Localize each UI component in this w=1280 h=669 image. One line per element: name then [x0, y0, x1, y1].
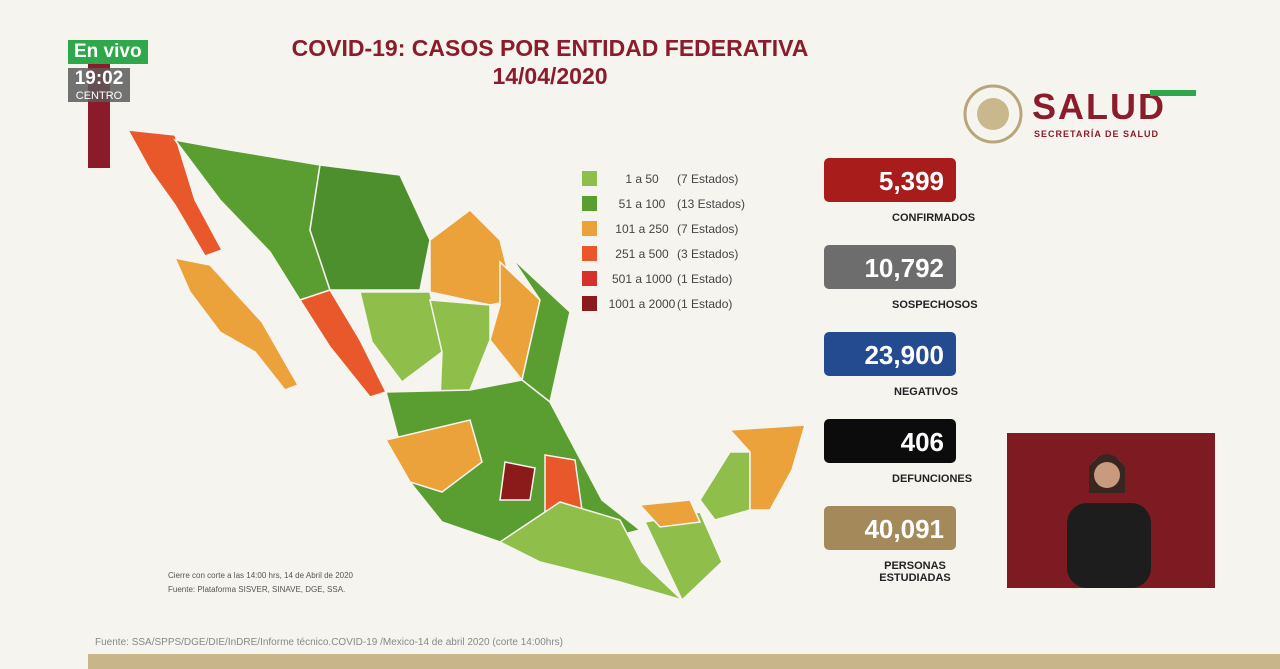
map: Cierre con corte a las 14:00 hrs, 14 de … — [126, 129, 807, 602]
legend-item: 501 a 1000 (1 Estado) — [582, 266, 745, 291]
emblem — [963, 84, 1023, 144]
zone: CENTRO — [75, 90, 123, 102]
legend-swatch — [582, 271, 597, 286]
note: Fuente: Plataforma SISVER, SINAVE, DGE, … — [168, 585, 345, 594]
stat: 40,091 PERSONAS ESTUDIADAS — [820, 506, 960, 593]
live-badge: En vivo — [68, 40, 148, 64]
state — [699, 451, 751, 521]
stat-label: CONFIRMADOS — [892, 212, 976, 224]
legend-item: 51 a 100 (13 Estados) — [582, 191, 745, 216]
interpreter-body — [1067, 503, 1151, 588]
legend-count: (1 Estado) — [677, 296, 733, 311]
legend-range: 51 a 100 — [618, 196, 666, 211]
emblem-ring — [963, 84, 1023, 144]
legend-count: (7 Estados) — [677, 171, 739, 186]
legend-range: 101 a 250 — [615, 221, 669, 236]
state — [728, 424, 807, 511]
title: COVID-19: CASOS POR ENTIDAD FEDERATIVA — [291, 35, 809, 61]
stats: 5,399 CONFIRMADOS 10,792 SOSPECHOSOS 23,900 N… — [820, 158, 978, 593]
stat-label: DEFUNCIONES — [892, 473, 973, 485]
legend-count: (3 Estados) — [677, 246, 739, 261]
logo-name: SALUD — [1032, 86, 1166, 127]
stat-value: 23,900 — [824, 332, 956, 376]
state — [499, 461, 536, 501]
state — [498, 501, 683, 601]
legend-swatch — [582, 246, 597, 261]
state — [173, 256, 300, 391]
legend-item: 251 a 500 (3 Estados) — [582, 241, 745, 266]
clock: 19:02 CENTRO — [68, 68, 130, 102]
stat-value: 10,792 — [824, 245, 956, 289]
footer-source: Fuente: SSA/SPPS/DGE/DIE/InDRE/Informe t… — [95, 637, 563, 648]
legend-range: 501 a 1000 — [611, 271, 673, 286]
logo-accent — [1150, 90, 1196, 96]
legend-swatch — [582, 296, 597, 311]
title-block: COVID-19: CASOS POR ENTIDAD FEDERATIVA 1… — [200, 34, 900, 90]
state — [309, 164, 431, 291]
state — [489, 260, 541, 382]
state — [638, 499, 702, 528]
legend-swatch — [582, 196, 597, 211]
stat: 406 DEFUNCIONES — [820, 419, 973, 506]
bottom-bar — [88, 654, 1280, 669]
emblem-center — [977, 98, 1009, 130]
legend-item: 1001 a 2000 (1 Estado) — [582, 291, 745, 316]
legend-range: 251 a 500 — [615, 246, 669, 261]
logo-subtitle: SECRETARÍA DE SALUD — [1034, 129, 1160, 139]
sign-language-video — [1007, 433, 1215, 588]
legend-count: (7 Estados) — [677, 221, 739, 236]
interpreter-face — [1094, 462, 1120, 488]
interpreter — [1067, 454, 1151, 588]
legend-item: 1 a 50 (7 Estados) — [582, 166, 745, 191]
legend-range: 1 a 50 — [625, 171, 659, 186]
stat-value: 406 — [824, 419, 956, 463]
state — [359, 291, 443, 384]
stat-label: SOSPECHOSOS — [892, 299, 978, 311]
legend-count: (1 Estado) — [677, 271, 733, 286]
legend-swatch — [582, 221, 597, 236]
stat-label: NEGATIVOS — [894, 386, 958, 398]
time: 19:02 — [74, 68, 124, 89]
note: Cierre con corte a las 14:00 hrs, 14 de … — [168, 571, 354, 580]
stat-label: PERSONAS ESTUDIADAS — [879, 560, 951, 584]
stat: 23,900 NEGATIVOS — [820, 332, 960, 419]
state — [126, 129, 224, 257]
legend: 1 a 50 (7 Estados) 51 a 100 (13 Estados) 101… — [582, 166, 745, 316]
state — [384, 419, 483, 493]
legend-count: (13 Estados) — [677, 196, 746, 211]
stat: 5,399 CONFIRMADOS — [820, 158, 976, 245]
legend-swatch — [582, 171, 597, 186]
legend-range: 1001 a 2000 — [608, 296, 676, 311]
stat: 10,792 SOSPECHOSOS — [820, 245, 978, 332]
legend-item: 101 a 250 (7 Estados) — [582, 216, 745, 241]
date: 14/04/2020 — [492, 63, 608, 89]
stat-value: 5,399 — [824, 158, 956, 202]
stat-value: 40,091 — [824, 506, 956, 550]
